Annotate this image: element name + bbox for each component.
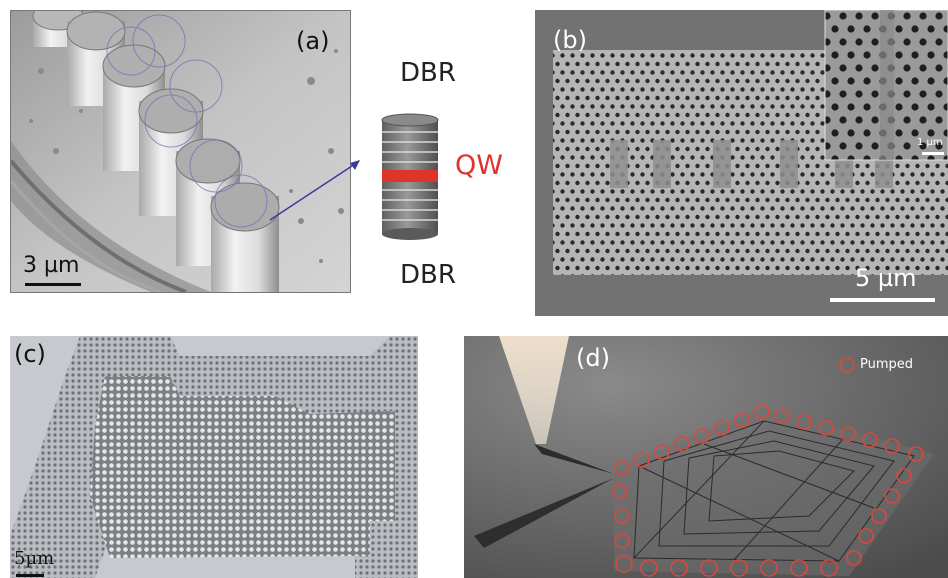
pillar-schematic: [381, 113, 439, 240]
photonic-crystal-image: [535, 10, 948, 316]
panel-d-legend-label: Pumped: [860, 357, 914, 372]
panel-d-label: (d): [576, 344, 610, 372]
dbr-bottom-label: DBR: [400, 260, 456, 290]
pointer-arrow: [269, 160, 360, 221]
quantum-well-layer: [382, 170, 438, 182]
panel-b-scale-label: 5 µm: [855, 264, 917, 292]
panel-a-scale-label: 3 µm: [23, 253, 80, 278]
panel-a-sem-micropillars: (a) 3 µm: [10, 10, 351, 293]
legend-ring-icon: [839, 357, 855, 373]
dbr-top-label: DBR: [400, 58, 456, 88]
panel-c-label: (c): [14, 340, 46, 368]
pumped-ring-border: [612, 404, 924, 577]
lattice-image: [10, 336, 418, 578]
panel-c-scale-label: 5µm: [14, 548, 55, 569]
pillar-row: [32, 11, 280, 292]
panel-d-pumped-lattice: (d) Pumped: [464, 336, 948, 578]
panel-c-lattice: (c) 5µm: [10, 336, 418, 578]
panel-b-inset-scale-label: 1 µm: [917, 137, 943, 148]
micropillar-image: [11, 11, 350, 292]
panel-b-label: (b): [553, 26, 587, 54]
qw-label: QW: [455, 150, 503, 181]
pumped-lattice-render: [464, 336, 948, 578]
panel-a-label: (a): [296, 27, 330, 55]
panel-b-photonic-crystal: (b) 1 µm 5 µm: [535, 10, 948, 316]
panel-a-scale-bar: [25, 283, 81, 286]
